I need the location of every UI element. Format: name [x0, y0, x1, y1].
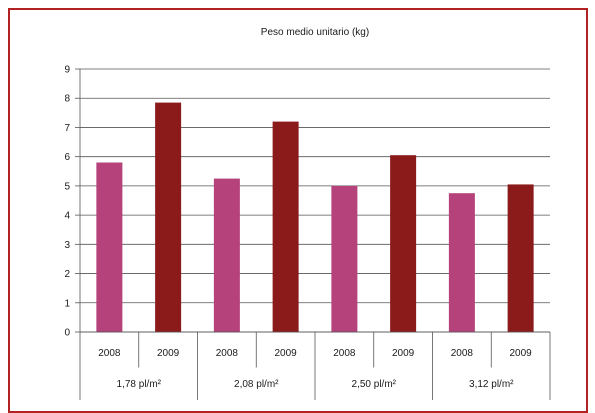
bar-2009 — [272, 121, 299, 332]
y-tick-label: 0 — [64, 328, 70, 339]
group-label: 3,12 pl/m² — [469, 379, 514, 390]
bar-2009 — [390, 155, 417, 332]
y-tick-label: 2 — [64, 269, 70, 280]
bar-2009 — [507, 184, 534, 332]
x-tick-label: 2008 — [216, 348, 239, 359]
x-axis: 2008 2009 1,78 pl/m² 2008 2009 2,08 pl/m² 2008… — [79, 331, 551, 400]
y-tick-label: 1 — [64, 298, 70, 309]
y-tick-label: 7 — [64, 123, 70, 134]
x-tick-label: 2008 — [451, 348, 474, 359]
bars — [96, 102, 534, 332]
bar-2008 — [448, 193, 475, 332]
y-tick-label: 8 — [64, 94, 70, 105]
bar-2008 — [213, 178, 240, 332]
group-label: 2,50 pl/m² — [352, 379, 397, 390]
x-tick-label: 2008 — [333, 348, 356, 359]
chart-title: Peso medio unitario (kg) — [261, 27, 369, 38]
x-tick-label: 2008 — [98, 348, 121, 359]
grid-lines — [80, 68, 550, 333]
y-tick-label: 4 — [64, 211, 70, 222]
bar-2009 — [155, 102, 182, 332]
y-tick-label: 5 — [64, 181, 70, 192]
bar-chart: Peso medio unitario (kg) 0 1 2 3 4 5 6 7 8 9 2008… — [64, 27, 551, 400]
group-label: 2,08 pl/m² — [234, 379, 279, 390]
x-tick-label: 2009 — [510, 348, 533, 359]
y-tick-label: 9 — [64, 65, 70, 76]
y-axis: 0 1 2 3 4 5 6 7 8 9 — [64, 65, 81, 339]
x-tick-label: 2009 — [157, 348, 180, 359]
y-tick-label: 6 — [64, 152, 70, 163]
bar-2008 — [331, 185, 358, 332]
bar-2008 — [96, 162, 123, 332]
group-label: 1,78 pl/m² — [117, 379, 162, 390]
x-tick-label: 2009 — [275, 348, 298, 359]
x-tick-label: 2009 — [392, 348, 415, 359]
y-tick-label: 3 — [64, 240, 70, 251]
